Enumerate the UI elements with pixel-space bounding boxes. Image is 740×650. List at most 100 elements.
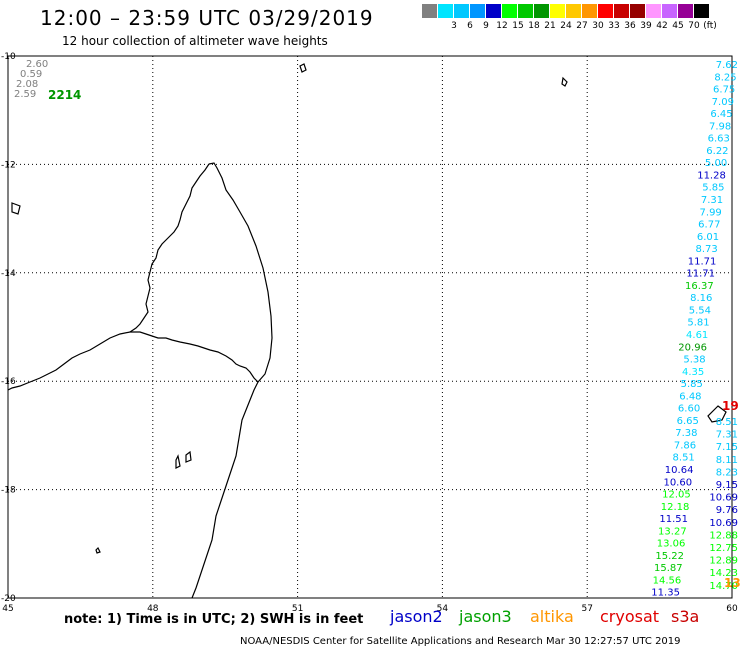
legend-swatch [454, 4, 470, 18]
observation-value: 14.56 [653, 575, 682, 586]
satellite-jason2: jason2 [390, 607, 443, 626]
observation-value: 7.15 [716, 442, 738, 453]
observation-value: 19 [722, 399, 739, 413]
map-title: 12:00 – 23:59 UTC 03/29/2019 [40, 6, 374, 30]
legend-tick-label: 24 [560, 21, 572, 31]
observation-value: 8.23 [716, 467, 738, 478]
latitude-label: -12 [1, 160, 16, 170]
observation-value: 5.00 [705, 158, 727, 169]
observation-value: 7.09 [712, 97, 734, 108]
satellite-s3a: s3a [671, 607, 700, 626]
legend-swatch [566, 4, 582, 18]
observation-value: 15.22 [655, 551, 684, 562]
legend-tick-label: 3 [451, 21, 457, 31]
legend-swatch [662, 4, 678, 18]
track-observations: 7.628.25 6.757.096.457.98 6.636.225.0011.2… [651, 60, 740, 599]
credit-line: NOAA/NESDIS Center for Satellite Applica… [240, 636, 681, 647]
footer-note: note: 1) Time is in UTC; 2) SWH is in fe… [64, 612, 364, 627]
observation-value: 12.88 [709, 530, 738, 541]
observation-value: 12.05 [662, 490, 691, 501]
coastline [7, 63, 727, 599]
legend-swatch [422, 4, 438, 18]
observation-value: 7.31 [701, 195, 723, 206]
longitude-label: 45 [2, 604, 13, 614]
observation-value: 6.75 [713, 85, 735, 96]
legend-tick-label: 39 [640, 21, 652, 31]
legend-swatch [678, 4, 694, 18]
observation-value: 2214 [48, 88, 81, 102]
observation-value: 8.11 [716, 455, 738, 466]
legend-swatch [502, 4, 518, 18]
legend-swatch [518, 4, 534, 18]
observation-value: 5.38 [683, 355, 705, 366]
observation-value: 7.62 [716, 60, 738, 71]
legend-swatch [470, 4, 486, 18]
legend-tick-label: 9 [483, 21, 489, 31]
legend-tick-label: 12 [496, 21, 508, 31]
longitude-label: 48 [147, 604, 159, 614]
latitude-label: -14 [1, 269, 16, 279]
observation-value: 8.25 [714, 72, 736, 83]
observation-value: 9.15 [716, 480, 738, 491]
observation-value: 2.59 [14, 89, 36, 100]
corner-observations: 2.600.592.082.59 2214 [14, 59, 81, 102]
observation-value: 4.35 [682, 367, 704, 378]
observation-value: 13.06 [657, 539, 686, 550]
observation-value: 5.85 [702, 183, 724, 194]
observation-value: 5.85 [681, 379, 703, 390]
legend-swatch [486, 4, 502, 18]
legend-swatch [630, 4, 646, 18]
observation-value: 11.51 [659, 514, 688, 525]
observation-value: 11.71 [686, 269, 715, 280]
observation-value: 6.63 [708, 134, 730, 145]
observation-value: 10.69 [709, 493, 738, 504]
latitude-labels: -10 -12 -14 -16 -18 -20 [1, 52, 16, 604]
legend-tick-label: 36 [624, 21, 636, 31]
lat-lon-grid [8, 56, 732, 598]
legend-tick-label: 6 [467, 21, 473, 31]
legend-tick-label: 33 [608, 21, 620, 31]
observation-value: 13.27 [658, 526, 687, 537]
observation-value: 6.60 [678, 404, 700, 415]
longitude-labels: 45 48 51 54 57 60 [2, 604, 738, 614]
observation-value: 2.60 [26, 59, 48, 70]
observation-value: 8.51 [673, 453, 695, 464]
observation-value: 2.08 [16, 79, 38, 90]
satellite-altika: altika [530, 607, 574, 626]
observation-value: 5.54 [689, 305, 711, 316]
observation-value: 6.48 [679, 391, 701, 402]
legend-tick-label: 30 [592, 21, 604, 31]
legend-swatch [534, 4, 550, 18]
longitude-label: 51 [292, 604, 303, 614]
satellite-jason3: jason3 [459, 607, 512, 626]
observation-value: 14.70 [709, 581, 738, 592]
observation-value: 6.45 [710, 109, 732, 120]
latitude-label: -20 [1, 594, 16, 604]
legend-swatch [694, 4, 710, 18]
observation-value: 6.65 [677, 416, 699, 427]
observation-value: 5.81 [687, 318, 709, 329]
observation-value: 10.64 [665, 465, 694, 476]
legend-tick-label: 42 [656, 21, 668, 31]
observation-value: 12.18 [661, 502, 690, 513]
observation-value: 15.87 [654, 563, 683, 574]
observation-value: 11.28 [697, 170, 726, 181]
observation-value: 7.31 [716, 430, 738, 441]
map-subtitle: 12 hour collection of altimeter wave hei… [62, 34, 328, 48]
legend-tick-label: 70 [688, 21, 700, 31]
longitude-label: 57 [581, 604, 592, 614]
observation-value: 9.76 [716, 505, 738, 516]
legend-swatch [582, 4, 598, 18]
legend-swatch [598, 4, 614, 18]
satellite-cryosat: cryosat [600, 607, 660, 626]
legend-swatch [438, 4, 454, 18]
map-frame [7, 55, 733, 599]
legend-swatch [614, 4, 630, 18]
observation-value: 7.98 [709, 121, 731, 132]
longitude-label: 60 [726, 604, 738, 614]
observation-value: 11.71 [688, 256, 717, 267]
observation-value: 14.23 [709, 568, 738, 579]
observation-value: 12.75 [709, 543, 738, 554]
observation-value: 4.61 [686, 330, 708, 341]
observation-value: 6.01 [697, 232, 719, 243]
